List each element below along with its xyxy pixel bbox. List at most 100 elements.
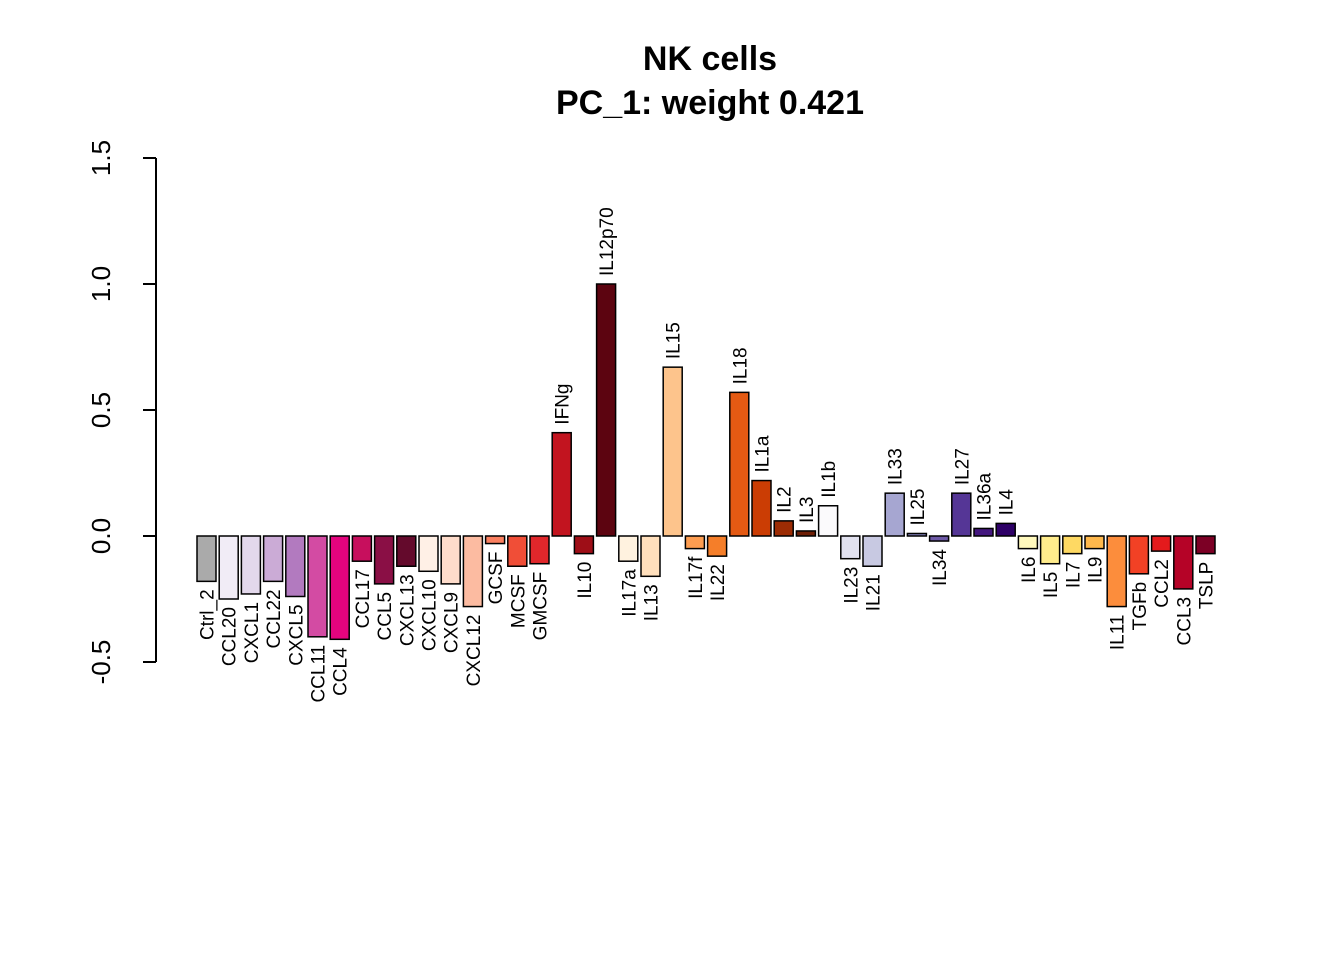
bar-label-il5: IL5 <box>1041 572 1062 598</box>
bar-label-cxcl12: CXCL12 <box>464 615 485 687</box>
bar-label-ccl11: CCL11 <box>309 645 330 703</box>
bar-il18 <box>729 391 750 537</box>
y-tick-label: 0.5 <box>86 392 116 428</box>
y-tick-label: 0.0 <box>86 518 116 554</box>
bar-il36a <box>973 527 994 537</box>
bar-label-mcsf: MCSF <box>508 574 529 628</box>
bar-il7 <box>1062 535 1083 555</box>
bar-ccl17 <box>351 535 373 562</box>
bar-label-ccl4: CCL4 <box>331 647 352 696</box>
bar-il12p70 <box>595 283 617 537</box>
bar-label-il36a: IL36a <box>975 472 996 520</box>
bar-il17a <box>618 535 639 562</box>
bar-label-il2: IL2 <box>775 486 796 512</box>
bar-il2 <box>773 520 794 537</box>
bar-ccl2 <box>1150 535 1172 552</box>
bar-label-il25: IL25 <box>908 488 929 525</box>
bar-label-cxcl1: CXCL1 <box>242 602 263 663</box>
bar-il13 <box>640 535 661 578</box>
bar-label-il34: IL34 <box>930 549 951 586</box>
y-axis: -0.5 0.0 0.5 1.0 1.5 <box>86 140 157 685</box>
bar-cxcl1 <box>240 535 262 595</box>
bar-label-il4: IL4 <box>997 489 1018 516</box>
bar-label-ccl3: CCL3 <box>1174 597 1195 646</box>
bar-label-gcsf: GCSF <box>486 552 507 605</box>
bar-il23 <box>840 535 861 560</box>
bar-il27 <box>951 492 972 537</box>
chart-title: NK cells <box>643 40 777 78</box>
chart-subtitle: PC_1: weight 0.421 <box>556 84 864 122</box>
bar-label-cxcl9: CXCL9 <box>442 592 463 653</box>
bar-label-il21: IL21 <box>864 574 885 611</box>
bar-tgfb <box>1128 535 1150 575</box>
bar-label-tslp: TSLP <box>1197 562 1218 610</box>
bar-label-cxcl10: CXCL10 <box>420 579 441 651</box>
bar-il11 <box>1106 535 1127 608</box>
bar-label-ccl2: CCL2 <box>1152 559 1173 608</box>
bar-label-il23: IL23 <box>841 567 862 604</box>
bar-label-ifng: IFNg <box>553 383 574 424</box>
bar-label-ccl5: CCL5 <box>375 592 396 641</box>
bar-il21 <box>862 535 883 567</box>
bar-label-ccl17: CCL17 <box>353 569 374 628</box>
bar-il15 <box>662 366 683 537</box>
bar-label-ccl20: CCL20 <box>220 607 241 666</box>
bar-il1b <box>817 505 839 537</box>
y-tick-label: -0.5 <box>86 640 116 685</box>
bar-il10 <box>573 535 595 555</box>
bar-tslp <box>1195 535 1216 555</box>
bar-label-il18: IL18 <box>730 347 751 384</box>
bar-label-tgfb: TGFb <box>1130 582 1151 631</box>
bar-label-gmcsf: GMCSF <box>531 572 552 641</box>
bar-label-il17f: IL17f <box>686 556 707 599</box>
bar-ccl11 <box>307 535 328 638</box>
bar-label-il6: IL6 <box>1019 557 1040 583</box>
bar-il1a <box>751 479 772 537</box>
bar-label-il7: IL7 <box>1063 562 1084 588</box>
bar-label-il11: IL11 <box>1108 615 1129 651</box>
bar-label-il22: IL22 <box>708 564 729 601</box>
bar-label-il15: IL15 <box>664 322 685 359</box>
bar-ccl3 <box>1173 535 1194 590</box>
bar-il4 <box>995 522 1016 537</box>
bar-mcsf <box>507 535 528 567</box>
bar-il33 <box>884 492 905 537</box>
bar-il6 <box>1017 535 1039 550</box>
bar-label-il9: IL9 <box>1086 557 1107 583</box>
bar-ccl4 <box>329 535 350 641</box>
bar-il9 <box>1084 535 1105 550</box>
bar-il34 <box>928 535 950 542</box>
bar-label-ccl22: CCL22 <box>264 589 285 648</box>
bar-cxcl12 <box>462 535 484 608</box>
bar-label-il1b: IL1b <box>819 461 840 498</box>
y-tick-label: 1.5 <box>86 140 116 176</box>
bar-label-il1a: IL1a <box>753 435 774 472</box>
bar-cxcl9 <box>440 535 461 585</box>
bar-label-il13: IL13 <box>642 584 663 621</box>
bar-ccl20 <box>218 535 239 600</box>
bar-label-il17a: IL17a <box>619 569 640 617</box>
bar-label-cxcl13: CXCL13 <box>397 574 418 646</box>
bar-gmcsf <box>529 535 550 565</box>
bar-ccl22 <box>262 535 284 583</box>
y-tick-label: 1.0 <box>86 266 116 302</box>
bar-label-il10: IL10 <box>575 562 596 599</box>
bar-label-cxcl5: CXCL5 <box>286 604 307 665</box>
bar-cxcl10 <box>418 535 439 573</box>
bar-cxcl5 <box>285 535 306 598</box>
bar-label-il33: IL33 <box>886 448 907 485</box>
bar-label-ctrl-2: Ctrl_2 <box>198 589 219 640</box>
bar-label-il12p70: IL12p70 <box>597 207 618 276</box>
bar-gcsf <box>484 535 506 545</box>
bar-il25 <box>906 532 928 537</box>
bar-il17f <box>684 535 706 550</box>
bar-ccl5 <box>373 535 395 585</box>
bar-ifng <box>551 431 572 537</box>
bar-label-il3: IL3 <box>797 497 818 523</box>
bar-il5 <box>1039 535 1061 565</box>
bar-cxcl13 <box>396 535 417 567</box>
bar-il22 <box>706 535 728 557</box>
bar-label-il27: IL27 <box>952 448 973 485</box>
